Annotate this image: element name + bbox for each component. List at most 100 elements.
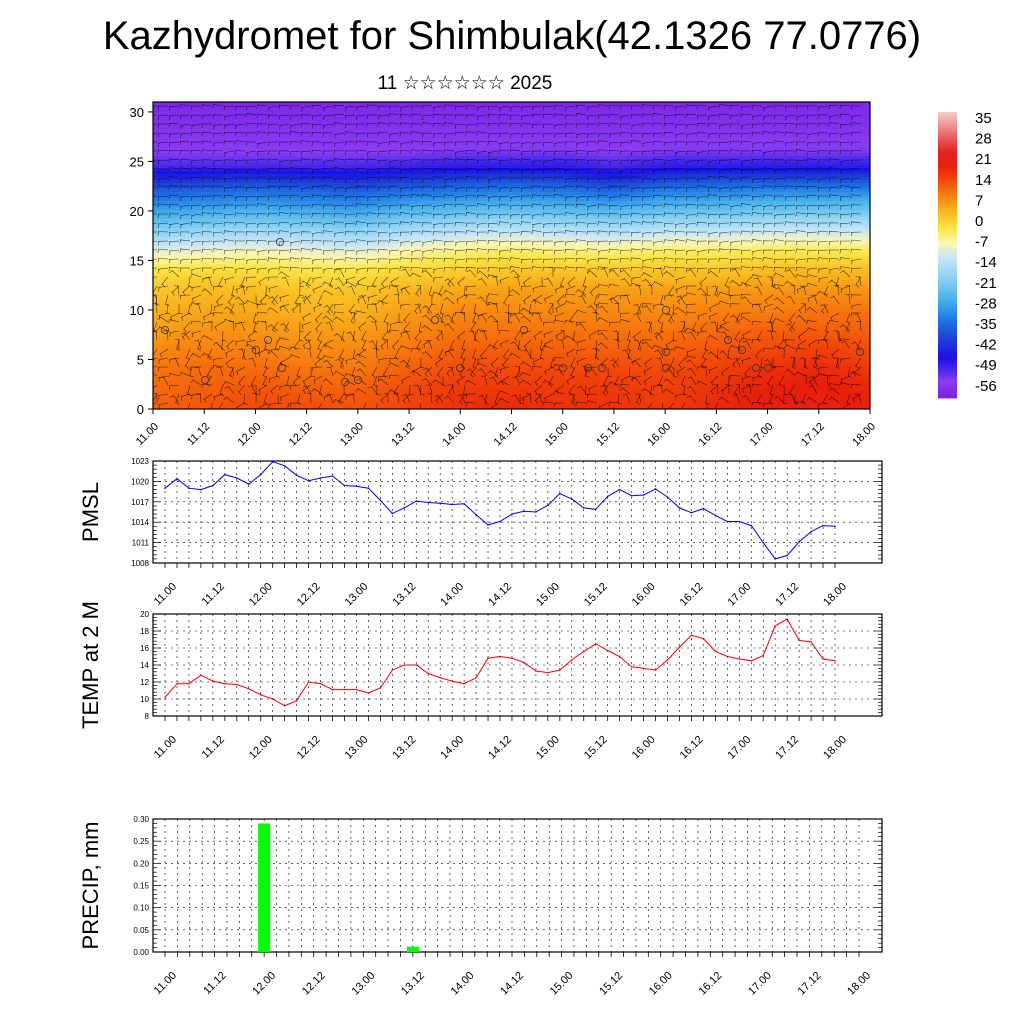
heatmap-cell [165, 153, 170, 157]
heatmap-cell [181, 252, 186, 256]
heatmap-cell [193, 159, 198, 163]
heatmap-cell [173, 102, 178, 106]
heatmap-cell [153, 228, 158, 232]
heatmap-cell [165, 351, 170, 355]
heatmap-cell [201, 108, 206, 112]
heatmap-cell [197, 396, 202, 400]
heatmap-cell [181, 330, 186, 334]
heatmap-cell [157, 150, 162, 154]
heatmap-cell [153, 111, 158, 115]
heatmap-cell [165, 390, 170, 394]
heatmap-cell [201, 318, 206, 322]
heatmap-cell [153, 189, 158, 193]
heatmap-cell [169, 381, 174, 385]
heatmap-cell [177, 300, 182, 304]
heatmap-cell [185, 249, 190, 253]
heatmap-cell [169, 186, 174, 190]
heatmap-cell [165, 378, 170, 382]
heatmap-cell [153, 291, 158, 295]
heatmap-cell [165, 222, 170, 226]
heatmap-cell [157, 324, 162, 328]
heatmap-cell [153, 186, 158, 190]
heatmap-cell [201, 276, 206, 280]
heatmap-cell [169, 342, 174, 346]
heatmap-cell [177, 189, 182, 193]
heatmap-cell [197, 255, 202, 259]
heatmap-cell [193, 372, 198, 376]
heatmap-cell [189, 327, 194, 331]
heatmap-cell [169, 213, 174, 217]
heatmap-cell [173, 219, 178, 223]
heatmap-cell [185, 105, 190, 109]
heatmap-cell [177, 294, 182, 298]
heatmap-cell [153, 177, 158, 181]
heatmap-cell [153, 375, 158, 379]
heatmap-cell [161, 195, 166, 199]
heatmap-cell [165, 138, 170, 142]
heatmap-cell [201, 201, 206, 205]
heatmap-cell [197, 318, 202, 322]
heatmap-cell [181, 144, 186, 148]
heatmap-cell [153, 360, 158, 364]
heatmap-cell [177, 111, 182, 115]
heatmap-cell [193, 300, 198, 304]
heatmap-cell [193, 135, 198, 139]
heatmap-cell [157, 375, 162, 379]
heatmap-cell [185, 147, 190, 151]
heatmap-cell [185, 168, 190, 172]
heatmap-cell [189, 156, 194, 160]
heatmap-cell [197, 114, 202, 118]
heatmap-cell [201, 189, 206, 193]
heatmap-cell [161, 360, 166, 364]
heatmap-cell [181, 306, 186, 310]
heatmap-cell [173, 183, 178, 187]
heatmap-cell [173, 258, 178, 262]
heatmap-cell [197, 234, 202, 238]
heatmap-cell [189, 240, 194, 244]
heatmap-cell [201, 222, 206, 226]
heatmap-cell [165, 282, 170, 286]
heatmap-cell [173, 285, 178, 289]
heatmap-cell [185, 246, 190, 250]
heatmap-cell [169, 180, 174, 184]
heatmap-cell [201, 162, 206, 166]
heatmap-cell [169, 375, 174, 379]
heatmap-cell [153, 342, 158, 346]
heatmap-cell [181, 138, 186, 142]
heatmap-cell [169, 294, 174, 298]
heatmap-cell [189, 219, 194, 223]
heatmap-cell [173, 225, 178, 229]
heatmap-cell [197, 276, 202, 280]
heatmap-cell [181, 174, 186, 178]
heatmap-cell [173, 138, 178, 142]
heatmap-cell [189, 186, 194, 190]
heatmap-cell [185, 327, 190, 331]
heatmap-cell [161, 246, 166, 250]
heatmap-cell [181, 294, 186, 298]
heatmap-cell [153, 168, 158, 172]
heatmap-cell [177, 366, 182, 370]
heatmap-cell [165, 102, 170, 106]
heatmap-cell [189, 276, 194, 280]
heatmap-cell [169, 264, 174, 268]
heatmap-cell [173, 321, 178, 325]
heatmap-cell [173, 165, 178, 169]
heatmap-cell [197, 291, 202, 295]
heatmap-cell [173, 231, 178, 235]
heatmap-cell [177, 240, 182, 244]
heatmap-cell [189, 282, 194, 286]
heatmap-cell [193, 204, 198, 208]
heatmap-cell [153, 318, 158, 322]
heatmap-cell [173, 339, 178, 343]
heatmap-cell [161, 123, 166, 127]
heatmap-cell [157, 303, 162, 307]
heatmap-cell [173, 273, 178, 277]
heatmap-cell [153, 372, 158, 376]
heatmap-cell [165, 171, 170, 175]
heatmap-cell [177, 402, 182, 406]
heatmap-cell [193, 195, 198, 199]
heatmap-cell [189, 249, 194, 253]
heatmap-cell [157, 321, 162, 325]
heatmap-cell [197, 231, 202, 235]
heatmap-cell [197, 405, 202, 409]
